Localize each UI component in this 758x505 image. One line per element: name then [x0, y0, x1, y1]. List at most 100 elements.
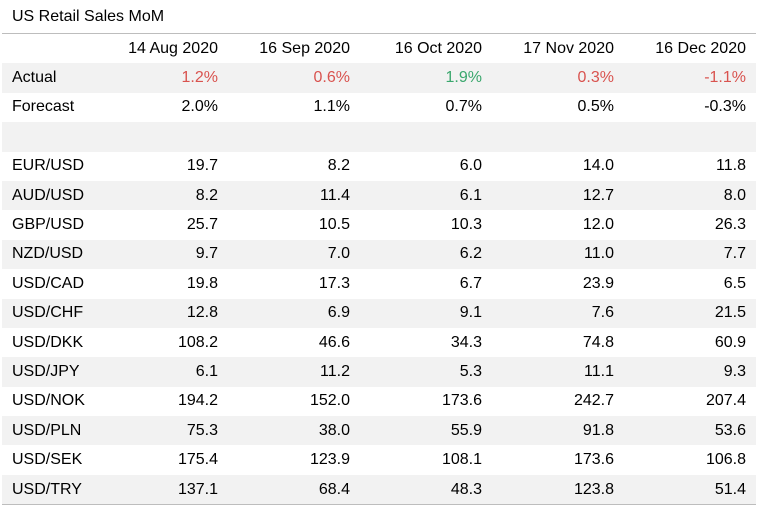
row-label: USD/PLN: [2, 416, 98, 446]
table-cell: 48.3: [360, 474, 492, 505]
row-label: NZD/USD: [2, 239, 98, 270]
table-cell: 6.1: [360, 180, 492, 211]
row-label: EUR/USD: [2, 151, 98, 181]
table-cell: 173.6: [360, 386, 492, 417]
table-cell: 242.7: [492, 386, 624, 417]
table-cell: 51.4: [624, 474, 756, 505]
table-cell: 6.5: [624, 269, 756, 299]
table-row: GBP/USD 25.7 10.5 10.3 12.0 26.3: [2, 210, 756, 240]
table-cell: 6.2: [360, 239, 492, 270]
table-cell: 108.1: [360, 445, 492, 475]
table-cell: 6.1: [98, 357, 228, 387]
table-row: USD/JPY 6.1 11.2 5.3 11.1 9.3: [2, 357, 756, 387]
table-cell: 108.2: [98, 327, 228, 358]
row-label: Actual: [2, 63, 98, 93]
table-cell: 8.0: [624, 180, 756, 211]
table-row: EUR/USD 19.7 8.2 6.0 14.0 11.8: [2, 151, 756, 181]
table-cell: 75.3: [98, 416, 228, 446]
table-cell: 46.6: [228, 327, 360, 358]
actual-row: Actual 1.2% 0.6% 1.9% 0.3% -1.1%: [2, 63, 756, 93]
table-cell: 6.0: [360, 151, 492, 181]
table-cell: 21.5: [624, 298, 756, 328]
spacer-cell: [2, 122, 98, 152]
column-header: 17 Nov 2020: [523, 39, 614, 57]
header-row: 14 Aug 2020 16 Sep 2020 16 Oct 2020 17 N…: [2, 34, 756, 64]
table-cell: 23.9: [492, 269, 624, 299]
forecast-value: 2.0%: [98, 92, 228, 123]
table-cell: 106.8: [624, 445, 756, 475]
table-cell: 123.8: [492, 474, 624, 505]
table-cell: 6.9: [228, 298, 360, 328]
row-label: USD/CHF: [2, 298, 98, 328]
column-header: 14 Aug 2020: [128, 39, 218, 57]
row-label: USD/JPY: [2, 357, 98, 387]
table-cell: 9.1: [360, 298, 492, 328]
row-label: USD/TRY: [2, 474, 98, 505]
table-cell: 194.2: [98, 386, 228, 417]
actual-value: 1.9%: [360, 63, 492, 93]
actual-value: 1.2%: [98, 63, 228, 93]
table-cell: 7.7: [624, 239, 756, 270]
table-cell: 5.3: [360, 357, 492, 387]
table-cell: 19.8: [98, 269, 228, 299]
table-cell: 9.3: [624, 357, 756, 387]
table-row: USD/NOK 194.2 152.0 173.6 242.7 207.4: [2, 386, 756, 417]
row-label: GBP/USD: [2, 210, 98, 240]
table-cell: 11.4: [228, 180, 360, 211]
table-cell: 11.0: [492, 239, 624, 270]
table-cell: 91.8: [492, 416, 624, 446]
table-cell: 11.2: [228, 357, 360, 387]
forecast-value: 1.1%: [228, 92, 360, 123]
header-corner: [2, 34, 98, 64]
table-cell: 8.2: [228, 151, 360, 181]
column-header: 16 Dec 2020: [655, 39, 746, 57]
forecast-row: Forecast 2.0% 1.1% 0.7% 0.5% -0.3%: [2, 92, 756, 123]
retail-sales-table: 14 Aug 2020 16 Sep 2020 16 Oct 2020 17 N…: [2, 33, 756, 505]
actual-value: 0.6%: [228, 63, 360, 93]
table-cell: 173.6: [492, 445, 624, 475]
table-cell: 9.7: [98, 239, 228, 270]
row-label: USD/SEK: [2, 445, 98, 475]
table-cell: 74.8: [492, 327, 624, 358]
row-label: USD/CAD: [2, 269, 98, 299]
spacer-cell: [624, 122, 756, 152]
table-cell: 12.8: [98, 298, 228, 328]
table-cell: 11.8: [624, 151, 756, 181]
table-row: AUD/USD 8.2 11.4 6.1 12.7 8.0: [2, 180, 756, 211]
table-row: USD/TRY 137.1 68.4 48.3 123.8 51.4: [2, 474, 756, 505]
table-cell: 137.1: [98, 474, 228, 505]
forecast-value: 0.7%: [360, 92, 492, 123]
table-cell: 60.9: [624, 327, 756, 358]
table-cell: 175.4: [98, 445, 228, 475]
spacer-cell: [228, 122, 360, 152]
row-label: USD/DKK: [2, 327, 98, 358]
table-row: NZD/USD 9.7 7.0 6.2 11.0 7.7: [2, 239, 756, 270]
table-cell: 6.7: [360, 269, 492, 299]
forecast-value: 0.5%: [492, 92, 624, 123]
table-cell: 152.0: [228, 386, 360, 417]
table-row: USD/DKK 108.2 46.6 34.3 74.8 60.9: [2, 327, 756, 358]
table-cell: 207.4: [624, 386, 756, 417]
table-cell: 12.0: [492, 210, 624, 240]
table-cell: 11.1: [492, 357, 624, 387]
row-label: AUD/USD: [2, 180, 98, 211]
table-title: US Retail Sales MoM: [12, 8, 165, 25]
table-cell: 19.7: [98, 151, 228, 181]
table-cell: 12.7: [492, 180, 624, 211]
table-cell: 17.3: [228, 269, 360, 299]
table-row: USD/CAD 19.8 17.3 6.7 23.9 6.5: [2, 269, 756, 299]
table-cell: 34.3: [360, 327, 492, 358]
actual-value: 0.3%: [492, 63, 624, 93]
table-cell: 7.6: [492, 298, 624, 328]
spacer-cell: [98, 122, 228, 152]
table-cell: 55.9: [360, 416, 492, 446]
table-row: USD/CHF 12.8 6.9 9.1 7.6 21.5: [2, 298, 756, 328]
row-label: Forecast: [2, 92, 98, 123]
spacer-row: [2, 122, 756, 152]
table-cell: 8.2: [98, 180, 228, 211]
table-row: USD/SEK 175.4 123.9 108.1 173.6 106.8: [2, 445, 756, 475]
table-cell: 123.9: [228, 445, 360, 475]
table-cell: 26.3: [624, 210, 756, 240]
actual-value: -1.1%: [624, 63, 756, 93]
spacer-cell: [360, 122, 492, 152]
